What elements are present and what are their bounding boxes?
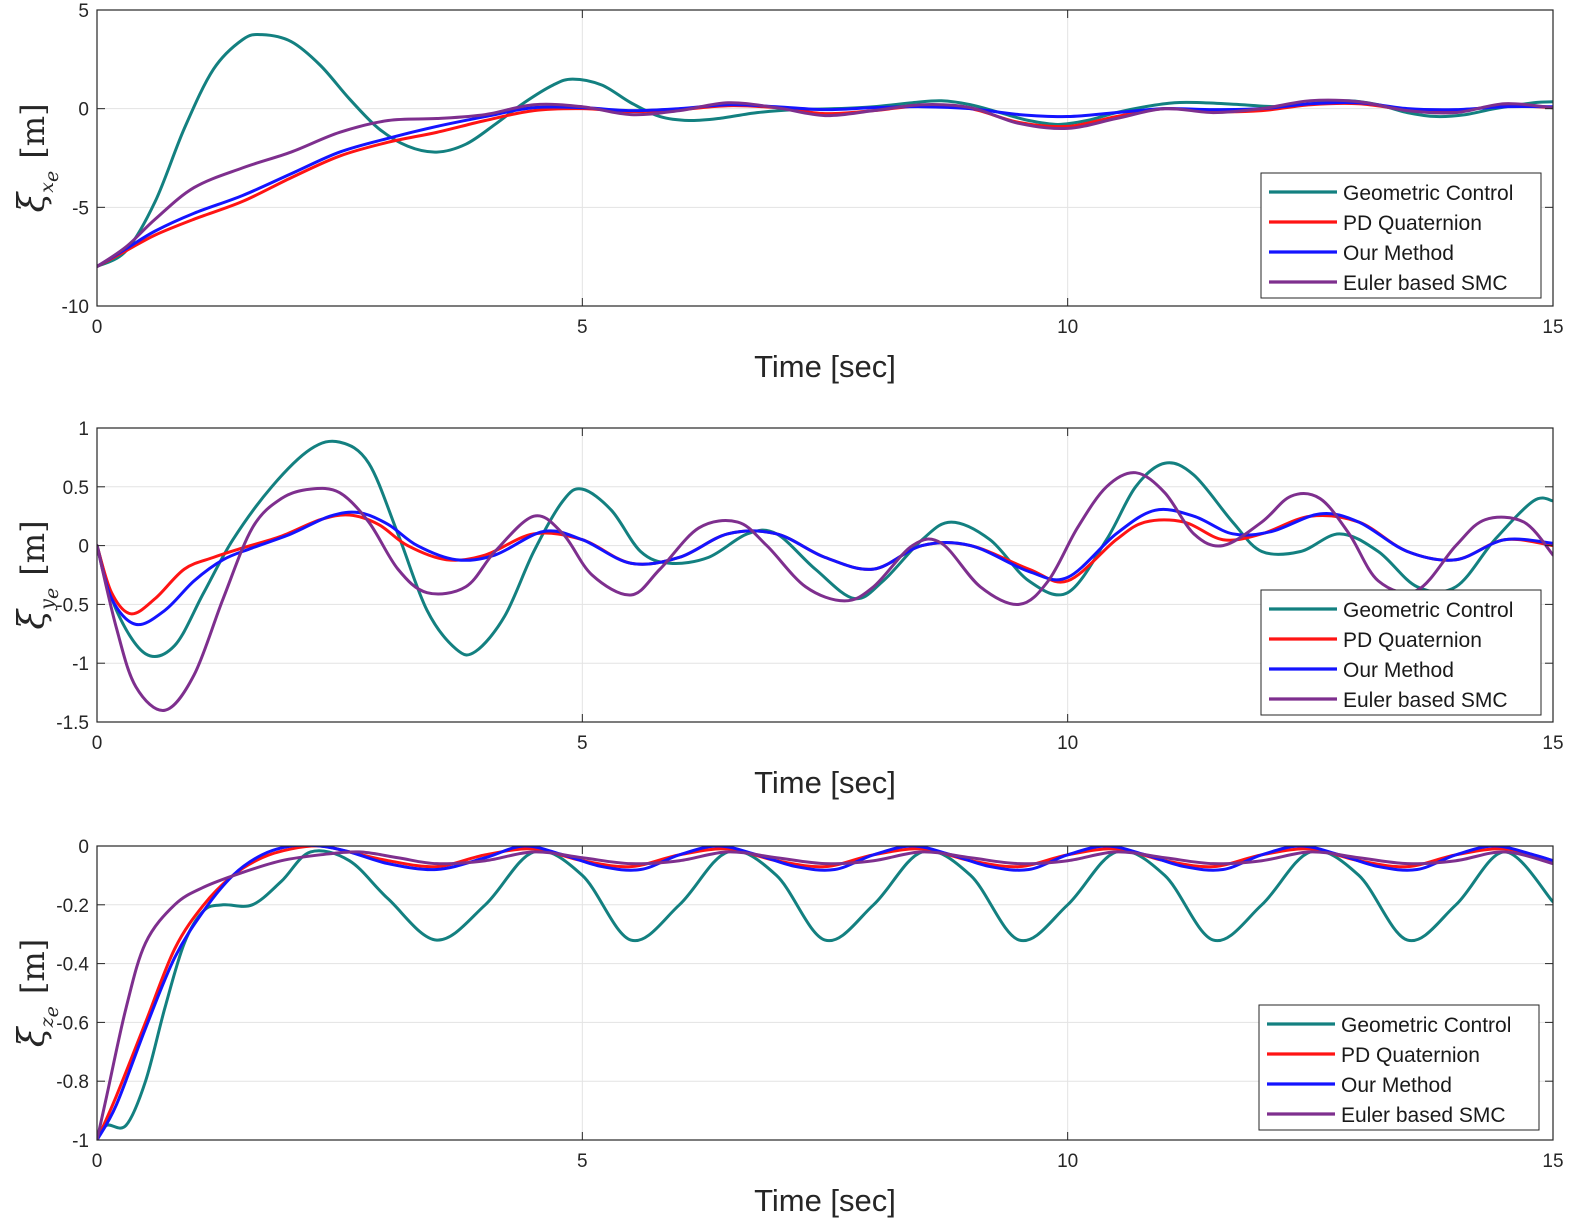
x-tick-label: 5 <box>577 317 588 338</box>
x-axis-title: Time [sec] <box>754 765 896 800</box>
legend-entry-label: Euler based SMC <box>1343 272 1508 295</box>
y-tick-label: -0.4 <box>56 955 89 976</box>
legend-entry-label: Geometric Control <box>1343 599 1513 622</box>
y-axis-title: ξye[m] <box>12 520 63 629</box>
series-line-our-method <box>97 846 1553 1140</box>
y-tick-label: 1 <box>78 419 89 440</box>
legend-box <box>1260 172 1542 299</box>
x-axis-title: Time [sec] <box>754 1183 896 1218</box>
series-line-our-method <box>97 507 1553 627</box>
y-tick-label: 5 <box>78 1 89 22</box>
series-group <box>97 846 1553 1140</box>
legend-entry-label: PD Quaternion <box>1343 212 1482 235</box>
y-tick-label: 0 <box>78 537 89 558</box>
y-tick-label: -5 <box>72 198 89 219</box>
x-tick-label: 0 <box>92 733 103 754</box>
x-tick-label: 10 <box>1057 1151 1078 1172</box>
y-tick-label: -0.2 <box>56 896 89 917</box>
x-tick-label: 15 <box>1542 317 1563 338</box>
y-tick-label: -1 <box>72 1131 89 1152</box>
series-group <box>97 439 1553 712</box>
chart-panel-2: 0 5 10 15 -1.5 -1 -0.5 0 0.5 1 Time [sec] ξye[m] Geo… <box>12 419 1564 800</box>
x-tick-label: 10 <box>1057 733 1078 754</box>
axes-frame <box>96 845 1554 1141</box>
y-axis-title: ξxe[m] <box>12 103 63 212</box>
legend-box <box>1260 589 1542 716</box>
y-tick-label: -1.5 <box>56 713 89 734</box>
legend: Geometric Control PD Quaternion Our Method… <box>1260 589 1542 716</box>
y-tick-label: 0 <box>78 100 89 121</box>
x-tick-label: 0 <box>92 1151 103 1172</box>
legend-entry-label: PD Quaternion <box>1343 629 1482 652</box>
series-line-our-method <box>97 100 1553 269</box>
legend: Geometric Control PD Quaternion Our Method… <box>1260 172 1542 299</box>
legend-box <box>1258 1004 1540 1131</box>
legend: Geometric Control PD Quaternion Our Method… <box>1258 1004 1540 1131</box>
y-tick-label: 0 <box>78 837 89 858</box>
y-axis-title: ξze[m] <box>12 939 63 1047</box>
series-line-euler-based-smc <box>97 471 1553 712</box>
x-axis-title: Time [sec] <box>754 349 896 384</box>
y-tick-label: -0.8 <box>56 1072 89 1093</box>
y-tick-label: 0.5 <box>63 478 89 499</box>
legend-entry-label: Our Method <box>1343 242 1454 265</box>
x-tick-label: 10 <box>1057 317 1078 338</box>
legend-entry-label: Our Method <box>1343 659 1454 682</box>
series-line-euler-based-smc <box>97 98 1553 269</box>
y-tick-label: -1 <box>72 654 89 675</box>
legend-entry-label: Euler based SMC <box>1343 689 1508 712</box>
legend-entry-label: Geometric Control <box>1343 182 1513 205</box>
legend-entry-label: Our Method <box>1341 1074 1452 1097</box>
series-line-euler-based-smc <box>97 850 1553 1140</box>
axes-frame <box>96 427 1554 723</box>
chart-panel-1: 0 5 10 15 -10 -5 0 5 Time [sec] ξxe[m] Geometric C… <box>12 1 1564 384</box>
x-tick-label: 15 <box>1542 733 1563 754</box>
x-tick-label: 0 <box>92 317 103 338</box>
y-tick-label: -0.5 <box>56 595 89 616</box>
x-tick-label: 15 <box>1542 1151 1563 1172</box>
legend-entry-label: Geometric Control <box>1341 1014 1511 1037</box>
x-tick-label: 5 <box>577 1151 588 1172</box>
series-group <box>97 32 1553 269</box>
axes-frame <box>96 9 1554 307</box>
legend-entry-label: PD Quaternion <box>1341 1044 1480 1067</box>
y-tick-label: -0.6 <box>56 1013 89 1034</box>
x-tick-label: 5 <box>577 733 588 754</box>
legend-entry-label: Euler based SMC <box>1341 1104 1506 1127</box>
y-tick-label: -10 <box>62 297 89 318</box>
chart-panel-3: 0 5 10 15 -1 -0.8 -0.6 -0.4 -0.2 0 Time [sec] ξze[m… <box>12 837 1564 1218</box>
